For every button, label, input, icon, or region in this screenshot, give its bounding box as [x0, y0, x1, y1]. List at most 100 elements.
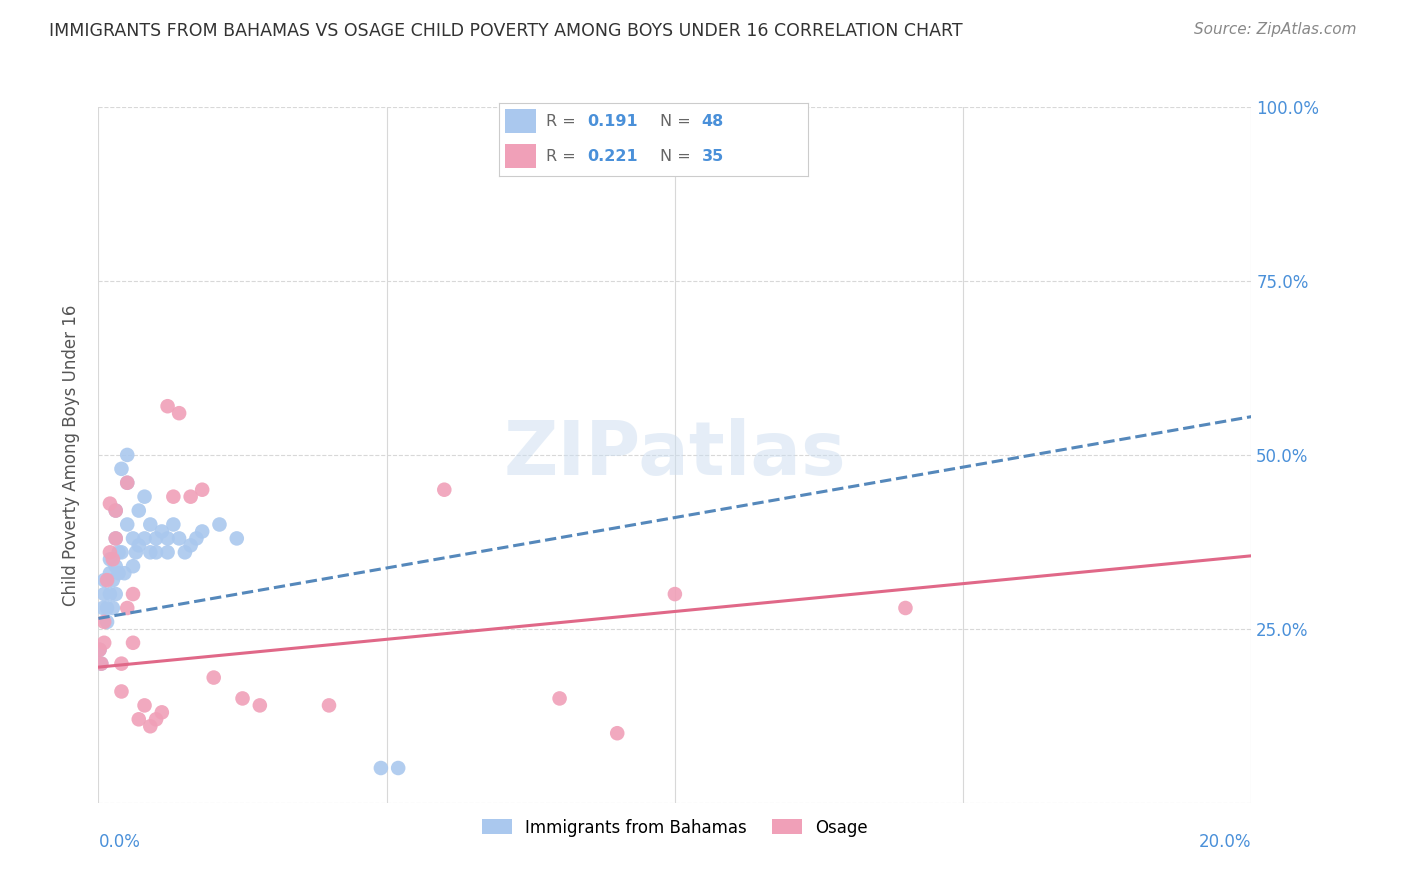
Point: [90, 657, 112, 671]
Text: 35: 35: [702, 149, 724, 164]
Point: [433, 483, 456, 497]
Point: [318, 698, 340, 713]
Point: [93, 636, 115, 650]
Point: [98, 497, 121, 511]
Point: [117, 601, 139, 615]
Point: [174, 545, 197, 559]
Point: [89, 642, 111, 657]
Point: [225, 532, 247, 546]
Text: 48: 48: [702, 114, 724, 128]
Point: [139, 545, 162, 559]
Point: [110, 545, 132, 559]
Point: [548, 691, 571, 706]
Point: [202, 671, 225, 685]
Point: [104, 587, 127, 601]
Point: [98, 552, 121, 566]
Point: [387, 761, 409, 775]
Text: 0.0%: 0.0%: [98, 833, 141, 851]
Point: [117, 517, 139, 532]
Point: [101, 552, 124, 566]
Point: [93, 615, 115, 629]
Point: [122, 559, 145, 574]
Point: [98, 545, 121, 559]
Point: [101, 573, 124, 587]
Point: [145, 532, 167, 546]
Point: [110, 657, 132, 671]
Point: [191, 524, 214, 539]
Point: [110, 462, 132, 476]
Point: [90, 657, 112, 671]
Point: [104, 503, 127, 517]
Point: [370, 761, 392, 775]
Point: [128, 538, 150, 552]
Text: N =: N =: [659, 149, 696, 164]
Point: [162, 490, 184, 504]
Point: [112, 566, 135, 581]
Text: R =: R =: [546, 149, 581, 164]
Point: [117, 448, 139, 462]
Text: IMMIGRANTS FROM BAHAMAS VS OSAGE CHILD POVERTY AMONG BOYS UNDER 16 CORRELATION C: IMMIGRANTS FROM BAHAMAS VS OSAGE CHILD P…: [49, 22, 963, 40]
Point: [191, 483, 214, 497]
Point: [150, 524, 173, 539]
Y-axis label: Child Poverty Among Boys Under 16: Child Poverty Among Boys Under 16: [62, 304, 80, 606]
Point: [145, 545, 167, 559]
Point: [180, 490, 202, 504]
Point: [96, 573, 118, 587]
Point: [167, 406, 190, 420]
Point: [107, 566, 129, 581]
Text: Source: ZipAtlas.com: Source: ZipAtlas.com: [1194, 22, 1357, 37]
Point: [664, 587, 686, 601]
Bar: [505, 145, 536, 169]
Point: [128, 503, 150, 517]
Point: [91, 601, 114, 615]
Point: [104, 532, 127, 546]
Point: [167, 532, 190, 546]
Point: [104, 532, 127, 546]
Point: [139, 719, 162, 733]
Text: 0.191: 0.191: [588, 114, 638, 128]
Point: [156, 532, 179, 546]
Text: 20.0%: 20.0%: [1199, 833, 1251, 851]
Point: [156, 545, 179, 559]
Point: [98, 587, 121, 601]
Point: [93, 573, 115, 587]
Point: [128, 712, 150, 726]
Point: [156, 399, 179, 413]
Point: [122, 532, 145, 546]
Point: [98, 566, 121, 581]
Point: [145, 712, 167, 726]
Point: [606, 726, 628, 740]
Point: [117, 475, 139, 490]
Point: [117, 475, 139, 490]
Point: [104, 503, 127, 517]
Point: [96, 601, 118, 615]
Legend: Immigrants from Bahamas, Osage: Immigrants from Bahamas, Osage: [475, 812, 875, 843]
Point: [93, 587, 115, 601]
Point: [110, 684, 132, 698]
Point: [89, 642, 111, 657]
Point: [162, 517, 184, 532]
Point: [249, 698, 271, 713]
Point: [180, 538, 202, 552]
Point: [894, 601, 917, 615]
Point: [231, 691, 254, 706]
Point: [107, 545, 129, 559]
Point: [186, 532, 208, 546]
Point: [208, 517, 231, 532]
Text: N =: N =: [659, 114, 696, 128]
Point: [96, 615, 118, 629]
Point: [134, 532, 156, 546]
Bar: [505, 109, 536, 133]
Point: [134, 698, 156, 713]
Point: [101, 601, 124, 615]
Text: ZIPatlas: ZIPatlas: [503, 418, 846, 491]
Point: [122, 587, 145, 601]
Point: [125, 545, 148, 559]
Point: [122, 636, 145, 650]
Point: [104, 559, 127, 574]
Point: [150, 706, 173, 720]
Point: [134, 490, 156, 504]
Text: 0.221: 0.221: [588, 149, 638, 164]
Point: [139, 517, 162, 532]
Text: R =: R =: [546, 114, 581, 128]
